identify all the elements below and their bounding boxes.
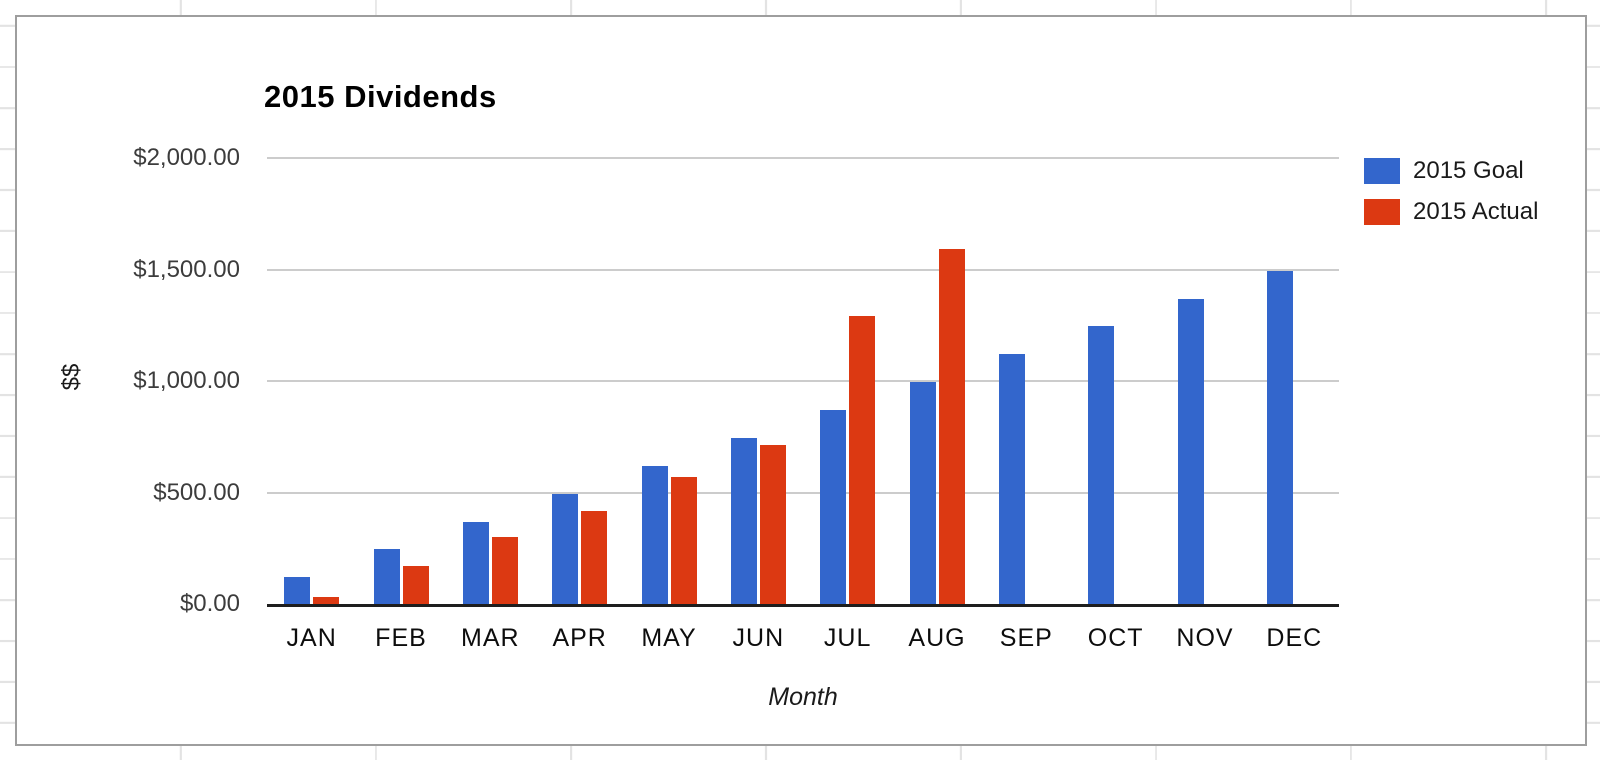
x-tick-label-may: MAY: [641, 624, 697, 652]
legend-item: 2015 Goal: [1364, 157, 1538, 184]
bar-mar-goal[interactable]: [462, 521, 489, 604]
x-tick-label-aug: AUG: [908, 624, 966, 652]
bar-mar-actual[interactable]: [491, 537, 518, 604]
y-tick-label: $1,000.00: [133, 367, 240, 394]
bar-may-goal[interactable]: [641, 465, 668, 604]
bar-jul-actual[interactable]: [849, 316, 876, 604]
x-tick-label-oct: OCT: [1087, 624, 1144, 652]
gridline-1500: [267, 268, 1339, 271]
bar-jan-actual[interactable]: [313, 597, 340, 604]
plot-area: [267, 157, 1339, 607]
bar-dec-goal[interactable]: [1266, 270, 1293, 604]
bar-feb-goal[interactable]: [373, 549, 400, 604]
gridline-1000: [267, 380, 1339, 382]
legend-swatch-icon: [1364, 158, 1400, 184]
bar-sep-goal[interactable]: [998, 354, 1025, 604]
bar-apr-actual[interactable]: [581, 511, 608, 604]
x-tick-label-mar: MAR: [461, 624, 520, 652]
gridline-500: [267, 491, 1339, 494]
gridline-2000: [267, 157, 1339, 159]
chart-card[interactable]: 2015 Dividends $$ $0.00 $500.00 $1,000.00 $…: [15, 15, 1587, 746]
legend-item: 2015 Actual: [1364, 198, 1539, 225]
legend-swatch-icon: [1364, 199, 1400, 225]
bar-jul-goal[interactable]: [820, 410, 847, 604]
x-tick-label-jun: JUN: [732, 624, 785, 652]
x-tick-label-jan: JAN: [286, 624, 337, 652]
x-axis-title: Month: [768, 683, 838, 711]
y-tick-label: $500.00: [153, 478, 240, 506]
bar-feb-actual[interactable]: [402, 566, 429, 604]
bar-jun-actual[interactable]: [759, 444, 786, 604]
x-tick-label-sep: SEP: [999, 624, 1053, 652]
bar-nov-goal[interactable]: [1177, 298, 1204, 604]
chart-title: 2015 Dividends: [264, 79, 497, 114]
bar-apr-goal[interactable]: [552, 493, 579, 604]
bar-jan-goal[interactable]: [284, 577, 311, 604]
bar-oct-goal[interactable]: [1088, 326, 1115, 604]
x-tick-label-jul: JUL: [823, 624, 872, 652]
y-tick-label: $0.00: [179, 590, 240, 617]
x-tick-label-apr: APR: [552, 624, 607, 652]
bar-aug-goal[interactable]: [909, 382, 936, 604]
bar-jun-goal[interactable]: [730, 437, 757, 604]
chart-legend: 2015 Goal 2015 Actual: [1364, 157, 1539, 240]
x-tick-label-nov: NOV: [1176, 624, 1234, 652]
bar-may-actual[interactable]: [670, 476, 697, 604]
x-tick-label-dec: DEC: [1266, 624, 1323, 652]
legend-label: 2015 Goal: [1413, 157, 1524, 184]
legend-label: 2015 Actual: [1413, 198, 1539, 225]
bar-aug-actual[interactable]: [938, 249, 965, 604]
y-tick-label: $2,000.00: [133, 144, 240, 171]
x-tick-label-feb: FEB: [375, 624, 427, 652]
y-tick-label: $1,500.00: [133, 255, 240, 283]
